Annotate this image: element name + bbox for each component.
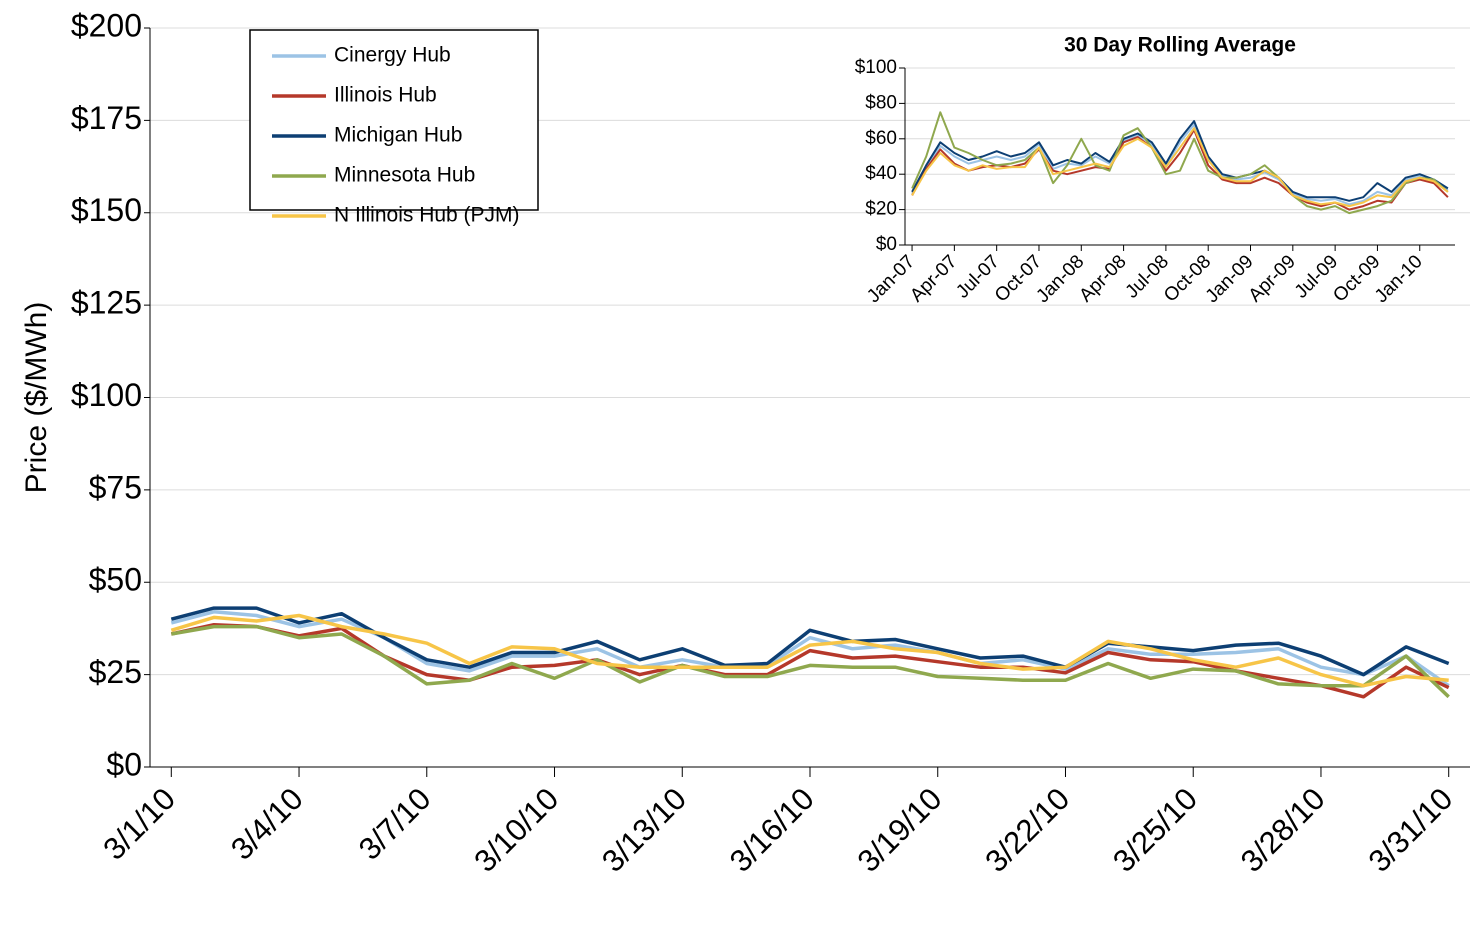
legend-label: Illinois Hub [334,84,437,107]
x-tick-label: 3/13/10 [595,781,693,879]
series-line [170,613,1449,688]
x-tick-label: Jan-10 [1371,251,1427,307]
series-line [911,111,1449,215]
series-line [171,624,1450,699]
y-tick-label: $0 [106,746,142,782]
x-tick-label: 3/19/10 [851,781,949,879]
x-tick-label: Apr-09 [1245,251,1300,306]
y-tick-label: $175 [71,100,142,136]
y-tick-label: $125 [71,285,142,321]
x-tick-label: 3/25/10 [1106,781,1204,879]
legend-label: Cinergy Hub [334,44,451,67]
y-tick-label: $150 [71,192,142,228]
y-tick-label: $0 [876,234,897,255]
x-tick-label: Jan-08 [1032,251,1088,307]
x-tick-label: 3/22/10 [978,781,1076,879]
y-axis-label: Price ($/MWh) [20,302,53,494]
series-line [911,128,1449,211]
x-tick-label: 3/16/10 [723,781,821,879]
series-line [911,120,1449,202]
series-line [911,127,1449,208]
y-tick-label: $20 [865,199,897,220]
y-tick-label: $100 [71,377,142,413]
chart-title: 30 Day Rolling Average [1064,34,1296,57]
y-tick-label: $25 [89,654,142,690]
x-tick-label: 3/7/10 [352,781,438,867]
x-tick-label: Apr-08 [1075,251,1130,306]
series-line [170,606,1450,677]
x-tick-label: 3/1/10 [96,781,182,867]
legend-label: Michigan Hub [334,124,462,147]
series-line [170,622,1450,699]
x-tick-label: 3/10/10 [467,781,565,879]
y-tick-label: $60 [865,128,897,149]
y-tick-label: $200 [71,7,142,43]
y-tick-label: $50 [89,562,142,598]
y-tick-label: $80 [865,92,897,113]
x-tick-label: Jan-07 [863,251,919,307]
x-tick-label: Apr-07 [906,251,961,306]
legend-label: Minnesota Hub [334,164,475,187]
y-tick-label: $40 [865,163,897,184]
y-tick-label: $75 [89,469,142,505]
x-tick-label: 3/31/10 [1362,781,1460,879]
series-line [911,123,1449,206]
legend-label: N Illinois Hub (PJM) [334,204,520,227]
x-tick-label: Jan-09 [1202,251,1258,307]
legend-box [249,29,539,211]
y-tick-label: $100 [855,57,897,78]
x-tick-label: 3/28/10 [1234,781,1332,879]
x-tick-label: 3/4/10 [224,781,310,867]
